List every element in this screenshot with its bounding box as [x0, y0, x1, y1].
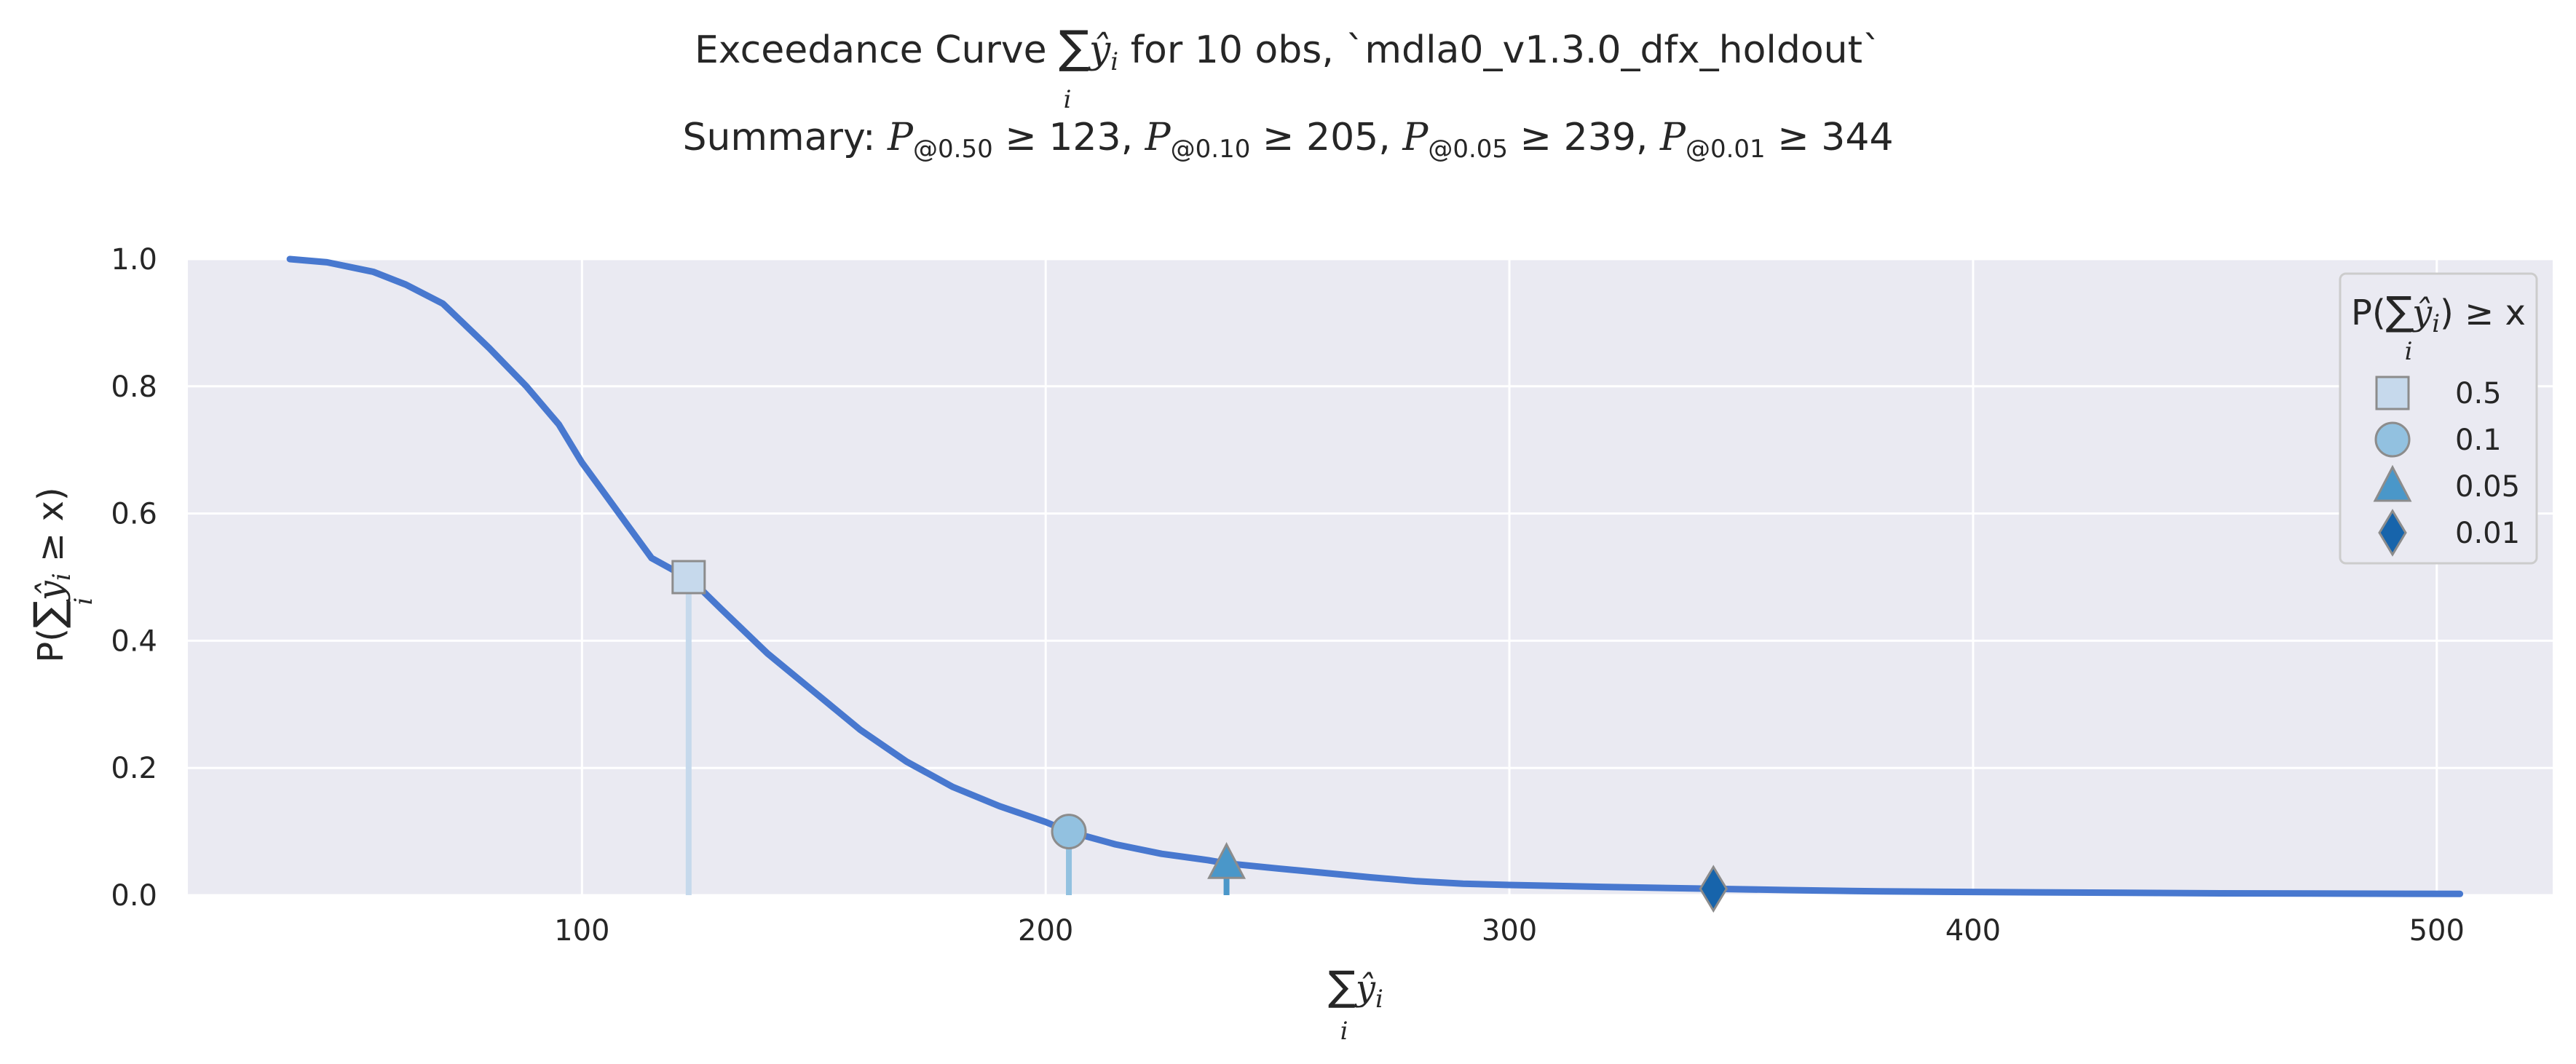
legend-triangle-symbol-2 [2373, 464, 2412, 502]
summary-item-3: P [1659, 116, 1686, 159]
y-tick-label-5: 1.0 [111, 243, 157, 277]
legend-square-symbol-0 [2375, 376, 2410, 410]
quantile-marker-diamond-3 [1699, 865, 1728, 913]
legend-title-sum-index: i [2405, 337, 2413, 366]
summary-item-sub-0: @0.50 [913, 135, 993, 164]
x-tick-label-3: 400 [1945, 914, 2001, 948]
x-tick-label-0: 100 [554, 914, 609, 948]
chart-title: Exceedance Curve ∑ŷi for 10 obs, `mdla0_… [695, 20, 1881, 76]
y-tick-label-4: 0.8 [111, 370, 157, 404]
y-tick-label-2: 0.4 [111, 624, 157, 658]
legend-diamond-symbol-3 [2378, 509, 2407, 557]
plot-background [188, 259, 2553, 895]
chart-subtitle: Summary: P@0.50 ≥ 123, P@0.10 ≥ 205, P@0… [682, 116, 1893, 164]
x-axis-label: ∑ŷi i [1328, 963, 1383, 1046]
x-tick-label-4: 500 [2409, 914, 2465, 948]
legend-circle-symbol-1 [2374, 421, 2411, 458]
legend-label-1: 0.1 [2455, 424, 2502, 457]
summary-item-value-2: ≥ 239, [1508, 116, 1660, 159]
y-tick-label-3: 0.6 [111, 498, 157, 531]
legend: P(∑ŷi) ≥ x i 0.5 0.1 0.05 0.01 [2339, 272, 2538, 565]
x-tick-label-1: 200 [1018, 914, 1073, 948]
quantile-marker-square-0 [671, 560, 706, 595]
y-tick-label-1: 0.2 [111, 752, 157, 785]
summary-item-sub-2: @0.05 [1428, 135, 1508, 164]
summary-item-value-3: ≥ 344 [1766, 116, 1894, 159]
legend-label-3: 0.01 [2455, 517, 2520, 550]
legend-label-0: 0.5 [2455, 377, 2502, 410]
summary-item-sub-3: @0.01 [1686, 135, 1766, 164]
exceedance-curve-0 [286, 255, 2464, 897]
summary-item-1: P [1145, 116, 1172, 159]
svg-text:P(∑ŷi ≥ x): P(∑ŷi ≥ x) [25, 487, 76, 662]
summary-item-2: P [1402, 116, 1429, 159]
plot-area: 100 200 300 400 500 0.0 0.2 0.4 0.6 0.8 1.0 [111, 243, 2553, 948]
svg-text:i: i [1340, 1017, 1348, 1046]
chart-title-sum-index: i [1064, 85, 1072, 114]
svg-text:i: i [69, 597, 98, 606]
legend-title: P(∑ŷi) ≥ x [2351, 288, 2526, 338]
quantile-marker-triangle-2 [1207, 842, 1246, 879]
summary-item-value-0: ≥ 123, [993, 116, 1145, 159]
svg-text:∑ŷi: ∑ŷi [1328, 963, 1383, 1014]
legend-label-2: 0.05 [2455, 470, 2520, 504]
y-axis-label: P(∑ŷi ≥ x) i [25, 487, 98, 662]
summary-item-value-1: ≥ 205, [1250, 116, 1402, 159]
x-tick-label-2: 300 [1482, 914, 1537, 948]
summary-item-0: P [887, 116, 914, 159]
summary-item-sub-1: @0.10 [1171, 135, 1251, 164]
quantile-marker-circle-1 [1051, 814, 1087, 850]
y-tick-label-0: 0.0 [111, 879, 157, 913]
